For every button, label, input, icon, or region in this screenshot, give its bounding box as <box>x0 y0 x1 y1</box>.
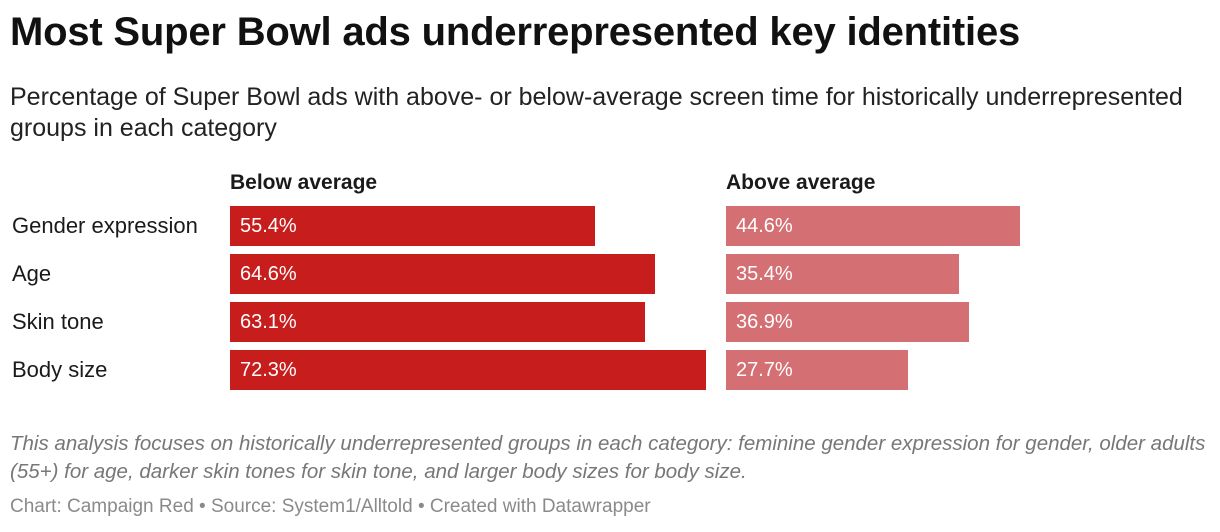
bar-above <box>726 302 969 342</box>
bar-value-label: 64.6% <box>240 263 297 285</box>
bar-value-label: 35.4% <box>736 263 793 285</box>
bar-value-label: 36.9% <box>736 311 793 333</box>
bar-above <box>726 254 960 294</box>
bar-below <box>230 302 646 342</box>
bar-value-label: 44.6% <box>736 215 793 237</box>
category-label: Skin tone <box>12 309 104 334</box>
category-label: Age <box>12 261 52 286</box>
bar-above <box>726 206 1020 246</box>
category-label: Gender expression <box>12 213 198 238</box>
bar-below <box>230 350 706 390</box>
chart-subtitle: Percentage of Super Bowl ads with above-… <box>10 83 1183 142</box>
bar-value-label: 63.1% <box>240 311 297 333</box>
column-header-above-average: Above average <box>726 171 876 194</box>
bar-value-label: 72.3% <box>240 359 297 381</box>
chart-note: This analysis focuses on historically un… <box>10 432 1206 483</box>
bar-value-label: 55.4% <box>240 215 297 237</box>
bar-above <box>726 350 909 390</box>
chart-source: Chart: Campaign Red • Source: System1/Al… <box>10 496 651 517</box>
chart-title: Most Super Bowl ads underrepresented key… <box>10 10 1021 54</box>
category-label: Body size <box>12 357 108 382</box>
column-header-below-average: Below average <box>230 171 378 194</box>
bar-below <box>230 254 656 294</box>
bar-below <box>230 206 595 246</box>
bar-value-label: 27.7% <box>736 359 793 381</box>
